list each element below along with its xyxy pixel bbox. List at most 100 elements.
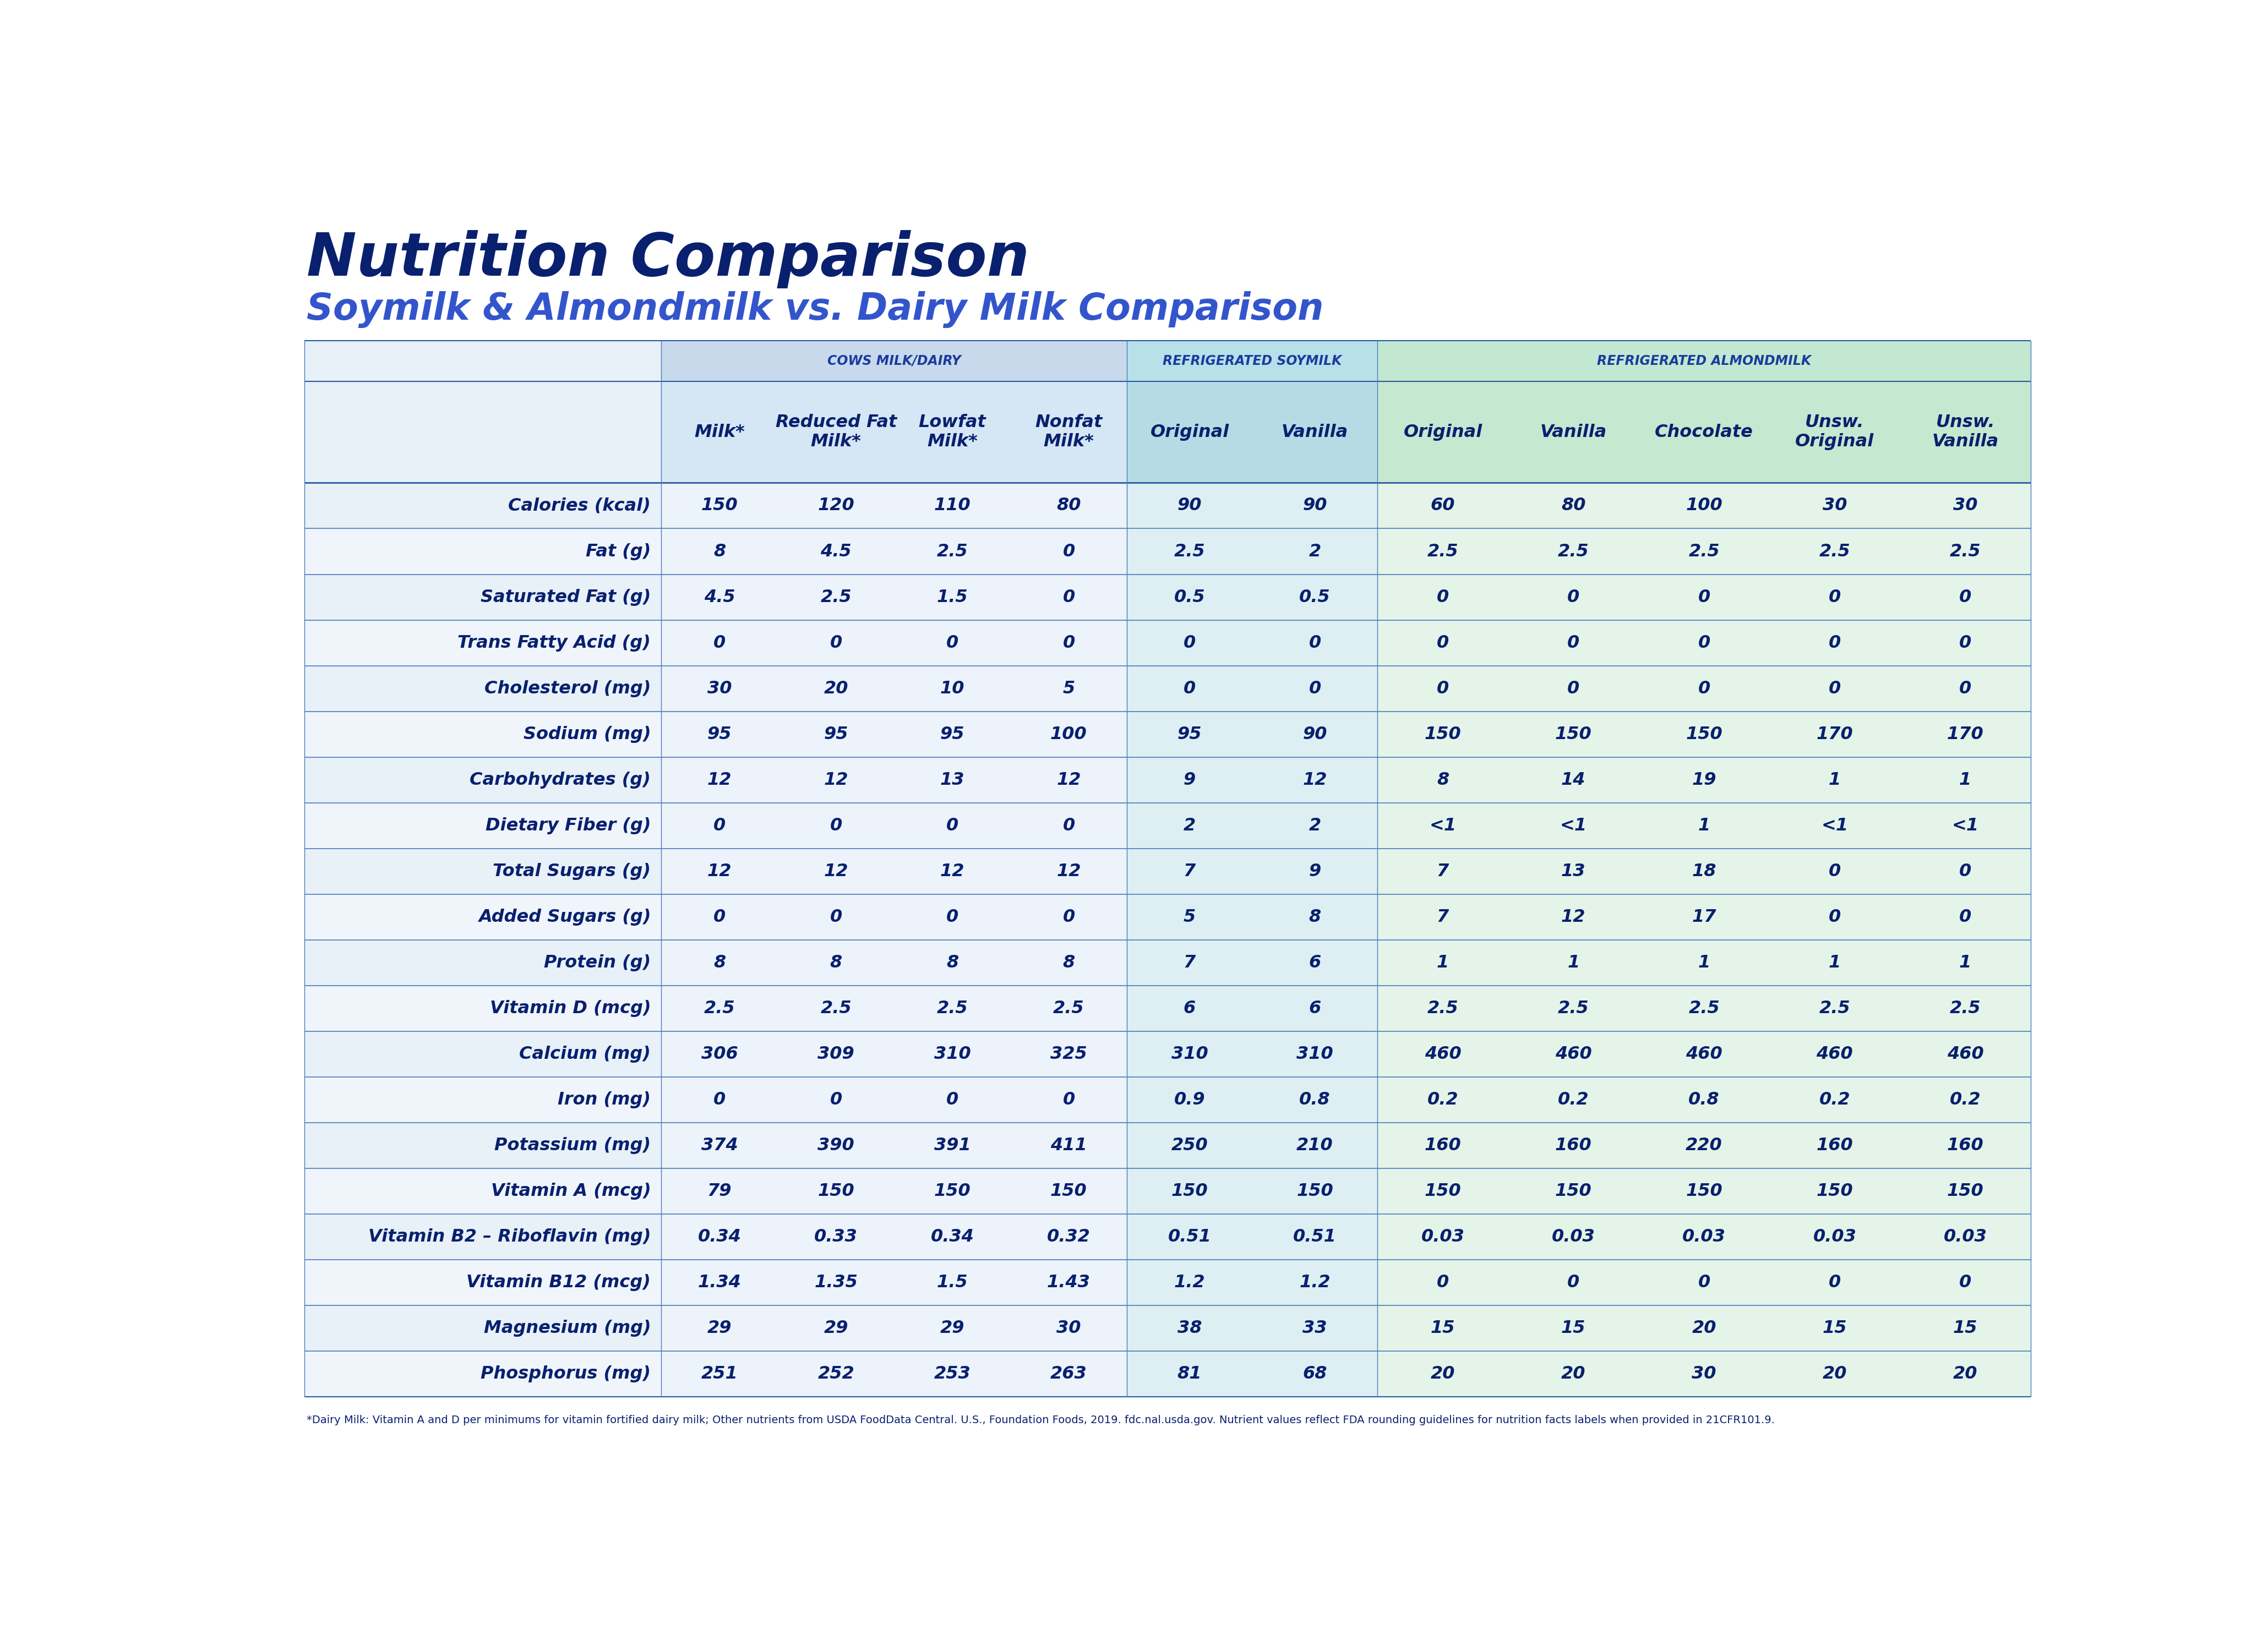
Text: 100: 100 [1050,726,1086,743]
Text: 20: 20 [1692,1319,1717,1337]
Text: <1: <1 [1821,817,1848,834]
Text: Carbohydrates (g): Carbohydrates (g) [469,771,651,789]
Text: 460: 460 [1556,1045,1592,1063]
Text: 13: 13 [941,771,964,789]
Text: 0: 0 [1567,634,1579,652]
Text: Nonfat
Milk*: Nonfat Milk* [1034,414,1102,451]
Text: 20: 20 [1823,1365,1846,1382]
FancyBboxPatch shape [1640,381,1769,482]
Text: 90: 90 [1302,726,1327,743]
Text: 81: 81 [1177,1365,1202,1382]
Text: 251: 251 [701,1365,737,1382]
Text: 20: 20 [1953,1365,1978,1382]
Text: 150: 150 [1050,1182,1086,1200]
Text: 6: 6 [1309,954,1320,971]
Text: 0: 0 [714,1091,726,1108]
Text: Original: Original [1150,424,1229,441]
FancyBboxPatch shape [1127,340,1377,1397]
Text: 0: 0 [1960,680,1971,697]
Text: 306: 306 [701,1045,737,1063]
Text: Potassium (mg): Potassium (mg) [494,1138,651,1154]
FancyBboxPatch shape [1252,381,1377,482]
Text: 150: 150 [1556,726,1592,743]
Text: 8: 8 [946,954,959,971]
Text: 14: 14 [1560,771,1585,789]
Text: 0.2: 0.2 [1950,1091,1980,1108]
Text: 30: 30 [1057,1319,1082,1337]
Text: 0: 0 [1699,1275,1710,1291]
FancyBboxPatch shape [304,1260,662,1306]
Text: 0.51: 0.51 [1293,1228,1336,1245]
Text: 0.33: 0.33 [814,1228,857,1245]
Text: Unsw.
Original: Unsw. Original [1796,414,1873,451]
Text: 5: 5 [1064,680,1075,697]
Text: 2.5: 2.5 [1558,1001,1590,1017]
Text: 1.5: 1.5 [937,589,968,606]
Text: 309: 309 [816,1045,855,1063]
Text: 310: 310 [1297,1045,1334,1063]
Text: 2.5: 2.5 [1558,543,1590,560]
Text: 15: 15 [1823,1319,1846,1337]
FancyBboxPatch shape [304,895,662,939]
Text: 0: 0 [830,817,841,834]
Text: Nutrition Comparison: Nutrition Comparison [306,229,1030,289]
Text: 95: 95 [823,726,848,743]
Text: 0.03: 0.03 [1422,1228,1465,1245]
Text: 18: 18 [1692,863,1717,880]
Text: 0: 0 [1436,680,1449,697]
Text: Iron (mg): Iron (mg) [558,1091,651,1108]
Text: 160: 160 [1946,1138,1984,1154]
Text: 20: 20 [1560,1365,1585,1382]
Text: Vitamin A (mcg): Vitamin A (mcg) [490,1182,651,1200]
Text: 1: 1 [1828,771,1842,789]
Text: 0: 0 [1309,680,1320,697]
Text: 325: 325 [1050,1045,1086,1063]
Text: Fat (g): Fat (g) [585,543,651,560]
Text: COWS MILK/DAIRY: COWS MILK/DAIRY [828,355,962,368]
Text: 80: 80 [1057,497,1082,513]
FancyBboxPatch shape [304,1169,662,1213]
FancyBboxPatch shape [304,1351,662,1397]
Text: 150: 150 [1297,1182,1334,1200]
FancyBboxPatch shape [304,340,662,482]
Text: Unsw.
Vanilla: Unsw. Vanilla [1932,414,1998,451]
Text: 0.2: 0.2 [1427,1091,1458,1108]
FancyBboxPatch shape [1508,381,1640,482]
Text: 0: 0 [946,908,959,926]
Text: *Dairy Milk: Vitamin A and D per minimums for vitamin fortified dairy milk; Othe: *Dairy Milk: Vitamin A and D per minimum… [306,1415,1774,1425]
FancyBboxPatch shape [304,1306,662,1351]
Text: 95: 95 [941,726,964,743]
Text: <1: <1 [1560,817,1588,834]
Text: Dietary Fiber (g): Dietary Fiber (g) [485,817,651,834]
Text: 30: 30 [1823,497,1846,513]
Text: 150: 150 [1424,726,1461,743]
Text: 29: 29 [708,1319,733,1337]
Text: 79: 79 [708,1182,733,1200]
Text: 170: 170 [1817,726,1853,743]
Text: Chocolate: Chocolate [1656,424,1753,441]
Text: 150: 150 [934,1182,971,1200]
FancyBboxPatch shape [1769,381,1901,482]
Text: 253: 253 [934,1365,971,1382]
Text: 150: 150 [1556,1182,1592,1200]
Text: Vitamin B12 (mcg): Vitamin B12 (mcg) [467,1275,651,1291]
Text: 2.5: 2.5 [1427,1001,1458,1017]
Text: 100: 100 [1685,497,1721,513]
Text: 2: 2 [1309,817,1320,834]
Text: 68: 68 [1302,1365,1327,1382]
Text: 95: 95 [708,726,733,743]
Text: 95: 95 [1177,726,1202,743]
Text: 33: 33 [1302,1319,1327,1337]
Text: 374: 374 [701,1138,737,1154]
Text: 0: 0 [1960,1275,1971,1291]
Text: 4.5: 4.5 [703,589,735,606]
Text: 1: 1 [1699,954,1710,971]
Text: 0: 0 [1828,863,1842,880]
Text: Calcium (mg): Calcium (mg) [519,1045,651,1063]
FancyBboxPatch shape [1127,340,1377,381]
Text: 1.35: 1.35 [814,1275,857,1291]
Text: 12: 12 [941,863,964,880]
FancyBboxPatch shape [304,1032,662,1076]
Text: 0: 0 [1436,1275,1449,1291]
FancyBboxPatch shape [304,1123,662,1169]
